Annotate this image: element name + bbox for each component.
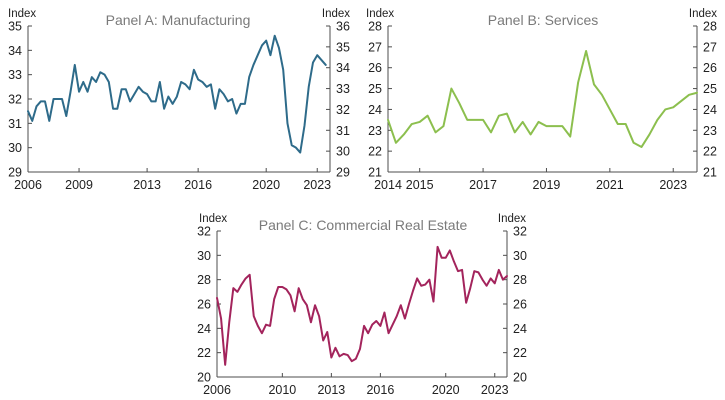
panel-a-left-axis-unit: Index (8, 8, 36, 20)
panel-a-left-tick-label: 31 (8, 117, 22, 131)
panel-a-x-tick-label: 2009 (65, 178, 93, 192)
panel-a-x-tick-label: 2006 (14, 178, 42, 192)
panel-b-x-tick-label: 2017 (469, 178, 497, 192)
panel-a-right-tick-label: 29 (336, 166, 350, 180)
panel-a-left-tick-label: 33 (8, 68, 22, 82)
panel-b-left-tick-label: 27 (368, 40, 382, 54)
panel-a-left-tick-label: 34 (8, 44, 22, 58)
panel-c-left-tick-label: 28 (197, 273, 211, 287)
panel-a-left-tick-label: 29 (8, 166, 22, 180)
panel-c-left-tick-label: 32 (197, 225, 211, 239)
panel-c-left-axis-unit: Index (199, 213, 227, 225)
panel-b-right-tick-label: 25 (703, 82, 717, 96)
panel-b-right-tick-labels: 21 22 23 24 25 26 27 28 (703, 20, 717, 180)
panel-b-plot-area (387, 50, 698, 148)
panel-a-right-tick-label: 36 (336, 20, 350, 34)
panel-b-title: Panel B: Services (488, 12, 599, 28)
panel-a-series-line (27, 34, 327, 154)
panel-b-right-tick-label: 26 (703, 61, 717, 75)
panel-c-right-tick-label: 30 (513, 249, 527, 263)
panel-b-x-tick-label: 2023 (659, 178, 687, 192)
panel-b-left-tick-label: 22 (368, 145, 382, 159)
panel-b-right-tick-label: 22 (703, 145, 717, 159)
panel-b-right-tick-label: 27 (703, 40, 717, 54)
panel-a-left-tick-label: 35 (8, 20, 22, 34)
panel-c-series-line (216, 245, 508, 366)
panel-b-x-tick-label: 2019 (533, 178, 561, 192)
panel-b-x-tick-label: 2021 (596, 178, 624, 192)
panel-b-left-tick-labels: 21 22 23 24 25 26 27 28 (368, 20, 382, 180)
panel-a-right-tick-labels: 29 30 31 32 33 34 35 36 (336, 20, 350, 180)
panel-b-x-tick-labels: 2014 2015 2017 2019 2021 2023 (374, 178, 687, 192)
panel-c-right-tick-labels: 20 22 24 26 28 30 32 (513, 225, 527, 385)
panel-c-left-tick-labels: 20 22 24 26 28 30 32 (197, 225, 211, 385)
panel-a-left-tick-label: 32 (8, 93, 22, 107)
panel-a-x-tick-label: 2013 (133, 178, 161, 192)
panel-c-left-tick-label: 26 (197, 298, 211, 312)
panel-b-x-tick-label: 2015 (406, 178, 434, 192)
panel-c-right-tick-label: 28 (513, 273, 527, 287)
panel-c-x-tick-label: 2006 (203, 383, 231, 397)
panel-c-commercial-real-estate: Panel C: Commercial Real Estate Index In… (197, 213, 527, 397)
panel-c-title: Panel C: Commercial Real Estate (259, 217, 468, 233)
panel-b-left-tick-label: 21 (368, 166, 382, 180)
panel-a-x-tick-label: 2016 (184, 178, 212, 192)
panel-c-right-tick-label: 26 (513, 298, 527, 312)
panel-a-x-tick-labels: 2006 2009 2013 2016 2020 2023 (14, 178, 331, 192)
panel-a-title: Panel A: Manufacturing (106, 12, 251, 28)
panel-c-x-tick-label: 2016 (366, 383, 394, 397)
panel-b-left-tick-label: 25 (368, 82, 382, 96)
panel-c-x-tick-label: 2010 (268, 383, 296, 397)
panel-b-left-tick-label: 26 (368, 61, 382, 75)
panel-c-plot-area (216, 245, 508, 366)
panel-c-left-tick-label: 20 (197, 371, 211, 385)
panel-c-right-tick-label: 24 (513, 322, 527, 336)
panel-a-right-tick-label: 32 (336, 103, 350, 117)
panel-a-axes (27, 25, 331, 173)
panel-b-left-tick-label: 24 (368, 103, 382, 117)
panel-c-right-tick-label: 32 (513, 225, 527, 239)
panel-a-x-tick-label: 2023 (303, 178, 331, 192)
panel-b-x-tick-label: 2014 (374, 178, 402, 192)
panel-b-right-axis-unit: Index (689, 8, 717, 20)
panel-c-left-tick-label: 24 (197, 322, 211, 336)
panel-b-series-line (387, 50, 698, 148)
panel-c-right-axis-unit: Index (498, 213, 526, 225)
panel-a-right-tick-label: 34 (336, 61, 350, 75)
panel-b-axes (387, 25, 698, 173)
panel-a-x-tick-label: 2020 (252, 178, 280, 192)
panel-a-right-tick-label: 33 (336, 82, 350, 96)
panel-a-manufacturing: Panel A: Manufacturing Index Index 29 30 3… (8, 8, 350, 192)
panel-a-left-tick-labels: 29 30 31 32 33 34 35 (8, 20, 22, 180)
panel-a-right-axis-unit: Index (322, 8, 350, 20)
panel-c-axes (216, 230, 508, 378)
panel-b-right-tick-label: 23 (703, 124, 717, 138)
panel-b-left-tick-label: 28 (368, 20, 382, 34)
panel-a-right-tick-label: 31 (336, 124, 350, 138)
panel-b-right-tick-label: 24 (703, 103, 717, 117)
panel-a-right-tick-label: 30 (336, 145, 350, 159)
panel-a-plot-area (27, 34, 327, 154)
panel-c-x-tick-label: 2020 (432, 383, 460, 397)
panel-b-services: Panel B: Services Index Index 21 22 23 24 25… (366, 8, 717, 192)
panel-c-left-tick-label: 30 (197, 249, 211, 263)
panel-c-right-tick-label: 22 (513, 346, 527, 360)
panel-c-left-tick-label: 22 (197, 346, 211, 360)
panel-c-x-tick-label: 2023 (481, 383, 509, 397)
panel-b-right-tick-label: 21 (703, 166, 717, 180)
panel-c-x-tick-labels: 2006 2010 2013 2016 2020 2023 (203, 383, 509, 397)
panel-b-left-axis-unit: Index (366, 8, 394, 20)
panel-c-right-tick-label: 20 (513, 371, 527, 385)
panel-b-right-tick-label: 28 (703, 20, 717, 34)
panel-a-left-tick-label: 30 (8, 141, 22, 155)
panel-a-right-tick-label: 35 (336, 40, 350, 54)
panel-c-x-tick-label: 2013 (317, 383, 345, 397)
panel-b-left-tick-label: 23 (368, 124, 382, 138)
